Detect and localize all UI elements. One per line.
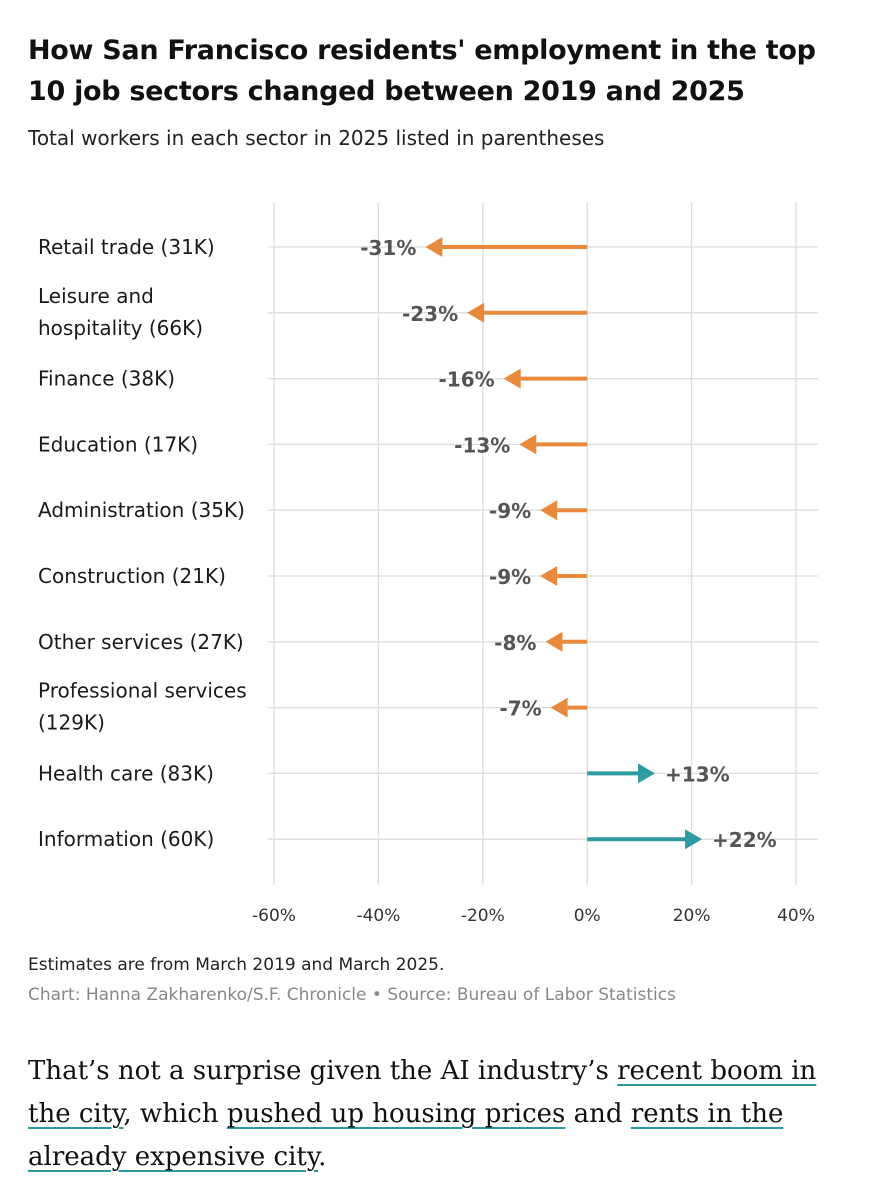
- category-label: Health care (83K): [38, 761, 214, 785]
- category-label: Retail trade (31K): [38, 235, 215, 259]
- value-label: -7%: [499, 697, 541, 721]
- x-tick-label: -60%: [252, 906, 296, 926]
- x-tick-label: -20%: [461, 906, 505, 926]
- value-label: +13%: [665, 762, 730, 786]
- article-text: That’s not a surprise given the AI indus…: [28, 1056, 618, 1086]
- arrow-head: [545, 631, 563, 652]
- arrow-head: [540, 500, 558, 521]
- x-tick-label: 40%: [777, 906, 815, 926]
- value-label: -9%: [489, 499, 531, 523]
- link-recent-boom[interactable]: recent boom in the city: [28, 1056, 817, 1129]
- arrow-head: [467, 302, 485, 323]
- arrow-head: [425, 237, 443, 257]
- arrow-head: [638, 763, 656, 784]
- value-label: +22%: [712, 828, 777, 852]
- article-text: .: [318, 1142, 327, 1172]
- category-label: Professional services (129K): [38, 679, 247, 735]
- category-label: Education (17K): [38, 432, 198, 456]
- category-labels: Retail trade (31K) Leisure and hospitality…: [38, 235, 247, 851]
- arrow-head: [540, 566, 558, 586]
- article-text: and: [565, 1099, 631, 1129]
- category-label: Administration (35K): [38, 498, 245, 522]
- value-label: -16%: [439, 368, 495, 392]
- arrow-chart: Retail trade (31K) Leisure and hospitality…: [38, 202, 818, 926]
- category-label: Finance (38K): [38, 367, 175, 391]
- category-label: Leisure and hospitality (66K): [38, 284, 203, 340]
- article-paragraph: That’s not a surprise given the AI indus…: [28, 1050, 858, 1179]
- arrow-head: [503, 368, 521, 389]
- chart-credit: Chart: Hanna Zakharenko/S.F. Chronicle •…: [28, 985, 676, 1005]
- chart-subtitle: Total workers in each sector in 2025 lis…: [28, 126, 605, 150]
- value-label: -8%: [494, 631, 536, 655]
- x-axis-tick-labels: -60% -40% -20% 0% 20% 40%: [252, 906, 815, 926]
- article-text: , which: [123, 1099, 227, 1129]
- value-labels: -31% -23% -16% -13% -9% -9% -8% -7% +13% +22%: [360, 236, 776, 852]
- chart-title: How San Francisco residents' employment …: [28, 35, 816, 107]
- link-housing-prices[interactable]: pushed up housing prices: [226, 1099, 566, 1129]
- footnote: Estimates are from March 2019 and March …: [28, 955, 445, 975]
- arrow-head: [685, 829, 703, 850]
- value-label: -23%: [402, 302, 458, 326]
- arrow-head: [550, 697, 568, 718]
- value-label: -9%: [489, 565, 531, 589]
- x-tick-label: -40%: [356, 906, 400, 926]
- value-label: -31%: [360, 236, 416, 260]
- arrow-marks: [425, 237, 703, 850]
- category-label: Other services (27K): [38, 630, 244, 654]
- arrow-head: [519, 434, 537, 455]
- row-gridlines: [268, 246, 818, 840]
- value-label: -13%: [454, 433, 510, 457]
- category-label: Information (60K): [38, 827, 214, 851]
- x-tick-label: 0%: [574, 906, 601, 926]
- link-rents[interactable]: rents in the already expensive city: [28, 1099, 784, 1172]
- category-label: Construction (21K): [38, 564, 226, 588]
- x-tick-label: 20%: [673, 906, 711, 926]
